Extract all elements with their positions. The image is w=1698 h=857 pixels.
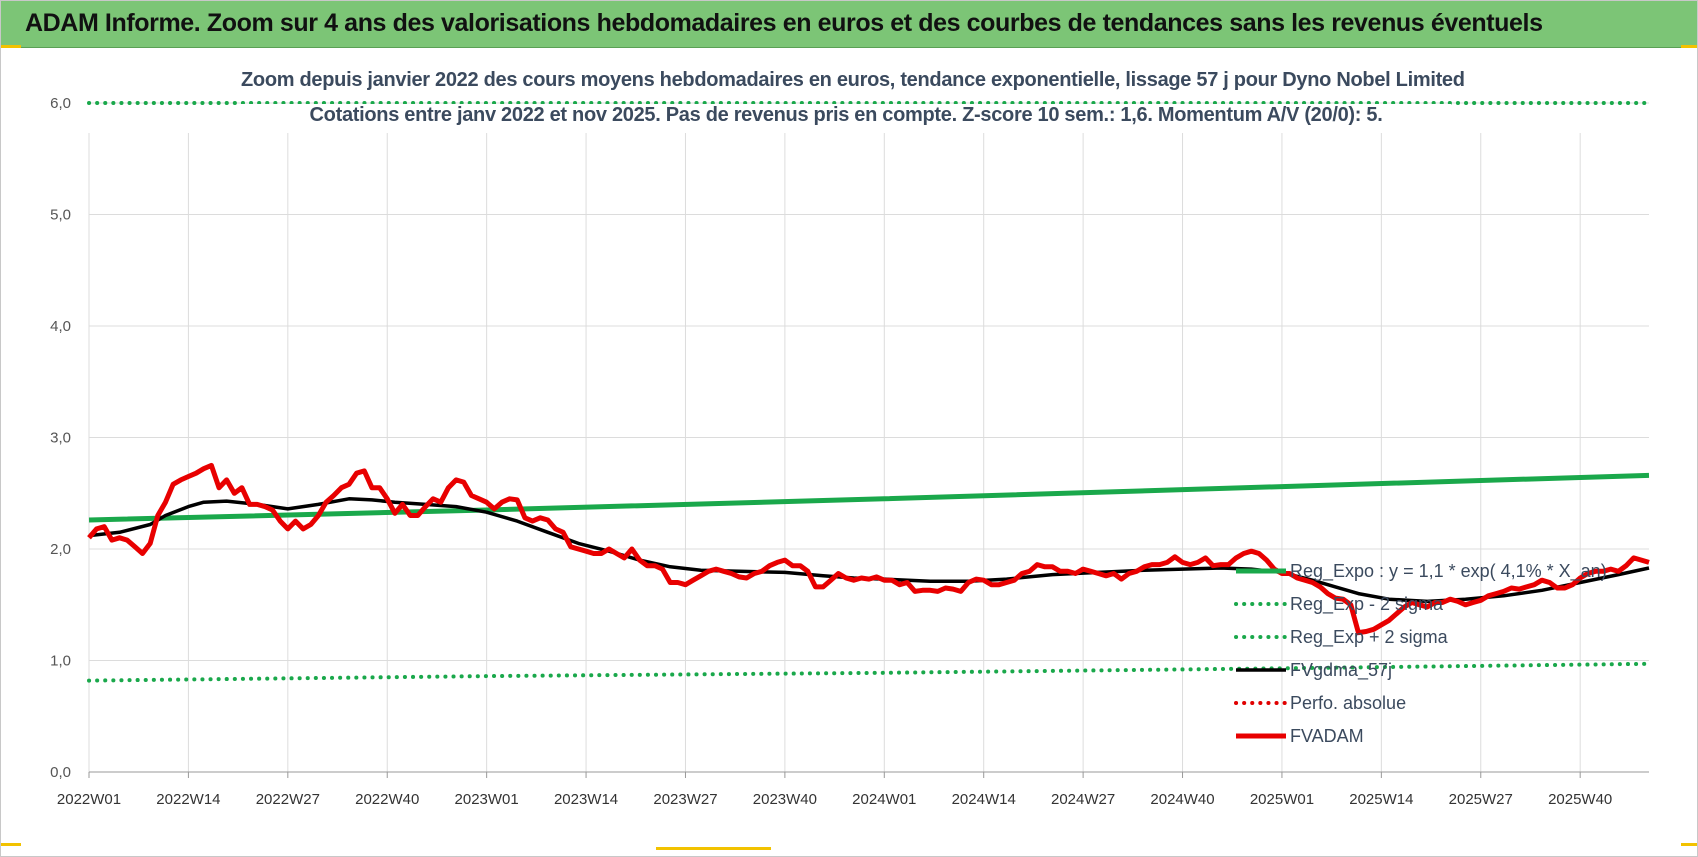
x-tick-label: 2024W40 — [1150, 791, 1214, 808]
legend-label: Reg_Exp + 2 sigma — [1290, 627, 1449, 648]
y-tick-label: 2,0 — [50, 541, 71, 558]
x-tick-label: 2025W14 — [1349, 791, 1413, 808]
y-tick-label: 3,0 — [50, 430, 71, 447]
y-tick-label: 0,0 — [50, 764, 71, 781]
x-tick-label: 2025W01 — [1250, 791, 1314, 808]
x-tick-label: 2022W27 — [256, 791, 320, 808]
corner-accent-top-left — [1, 45, 21, 48]
series-line-0 — [88, 472, 1650, 523]
y-tick-label: 6,0 — [50, 95, 71, 112]
series-lines — [87, 101, 1651, 683]
x-tick-label: 2023W01 — [455, 791, 519, 808]
legend-label: FVgdma_57j — [1290, 660, 1392, 681]
x-tick-label: 2022W01 — [57, 791, 121, 808]
series-line-5 — [87, 462, 1650, 636]
x-tick-label: 2025W27 — [1449, 791, 1513, 808]
chart-title-line-2: Cotations entre janv 2022 et nov 2025. P… — [241, 104, 1451, 127]
legend-label: Perfo. absolue — [1290, 693, 1406, 713]
x-tick-label: 2022W40 — [355, 791, 419, 808]
x-tick-label: 2023W27 — [653, 791, 717, 808]
series-line-3 — [88, 497, 1650, 604]
y-tick-label: 4,0 — [50, 318, 71, 335]
x-tick-label: 2024W27 — [1051, 791, 1115, 808]
x-tick-label: 2023W40 — [753, 791, 817, 808]
axes: 0,0 1,0 2,0 3,0 4,0 5,0 6,0 2022W01 2022W14 2022W… — [50, 95, 1649, 808]
x-tick-label: 2024W14 — [952, 791, 1016, 808]
legend: Reg_Expo : y = 1,1 * exp( 4,1% * X_an) Re… — [1234, 561, 1607, 746]
legend-label: FVADAM — [1290, 726, 1364, 746]
x-tick-label: 2022W14 — [156, 791, 220, 808]
report-banner: ADAM Informe. Zoom sur 4 ans des valoris… — [1, 1, 1697, 48]
x-tick-label: 2024W01 — [852, 791, 916, 808]
legend-label: Reg_Exp - 2 sigma — [1290, 594, 1444, 615]
x-tick-label: 2025W40 — [1548, 791, 1612, 808]
grid-lines — [88, 102, 1649, 773]
legend-label: Reg_Expo : y = 1,1 * exp( 4,1% * X_an) — [1290, 561, 1607, 582]
corner-accent-bottom-left — [1, 843, 21, 846]
x-tick-label: 2023W14 — [554, 791, 618, 808]
y-tick-label: 5,0 — [50, 207, 71, 224]
corner-accent-bottom-center — [656, 847, 771, 850]
corner-accent-top-right — [1681, 45, 1697, 48]
y-tick-label: 1,0 — [50, 653, 71, 670]
series-line-1 — [87, 661, 1651, 683]
corner-accent-bottom-right — [1681, 843, 1697, 846]
report-title: ADAM Informe. Zoom sur 4 ans des valoris… — [25, 9, 1543, 37]
chart-title-line-1: Zoom depuis janvier 2022 des cours moyen… — [241, 69, 1465, 92]
